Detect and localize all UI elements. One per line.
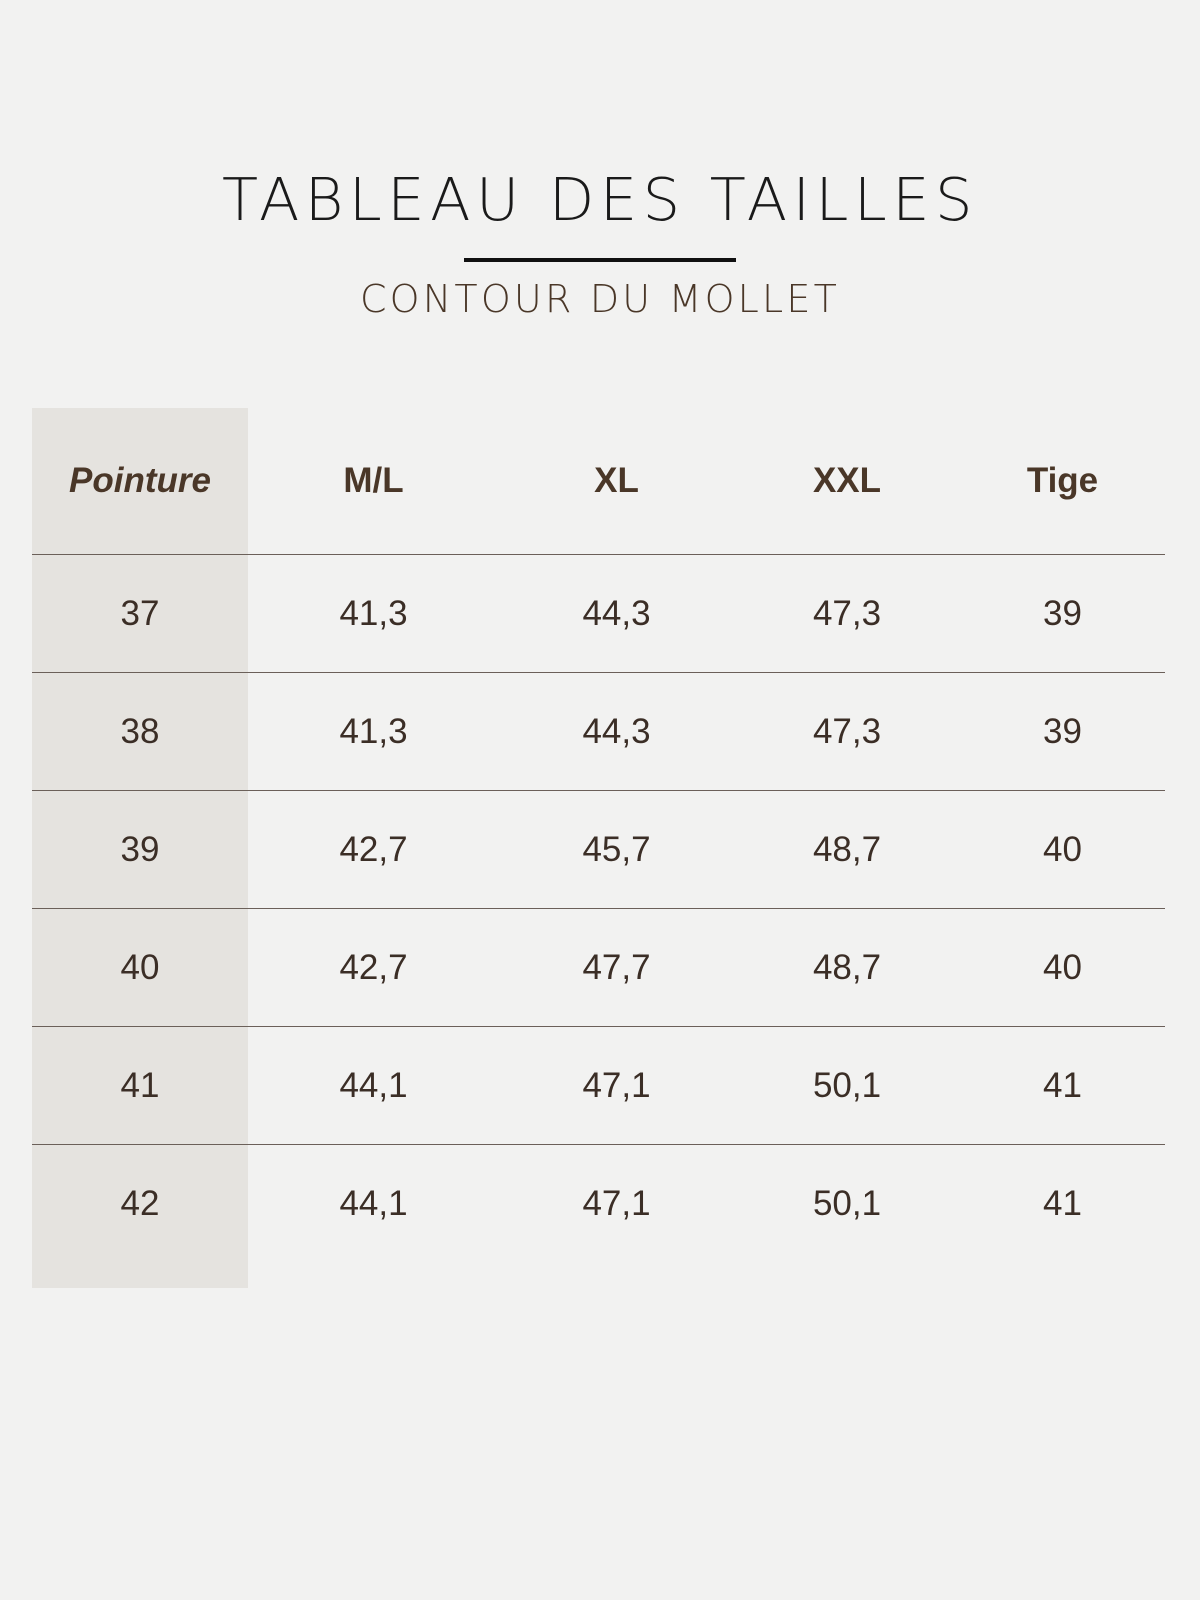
cell-ml: 44,1 [248,1026,499,1145]
cell-pointure: 38 [32,672,248,791]
cell-xxl: 50,1 [734,1026,960,1145]
cell-xl: 47,1 [582,1183,651,1223]
cell-ml: 41,3 [248,554,499,673]
cell-tige: 39 [960,672,1165,791]
cell-xxl: 47,3 [734,554,960,673]
table-header-row: Pointure M/L XL XXL Tige [32,408,1165,555]
cell-tige: 40 [960,790,1165,909]
cell-ml: 42,7 [248,908,499,1027]
cell-xl: 47,7 [499,908,734,1027]
page-subtitle: CONTOUR DU MOLLET [359,277,841,321]
cell-xxl: 50,1 [812,1183,882,1223]
cell-ml: 44,1 [339,1183,408,1223]
cell-pointure: 37 [32,554,248,673]
cell-tige: 41 [960,1026,1165,1145]
cell-xl: 45,7 [499,790,734,909]
table-row: 37 41,3 44,3 47,3 39 [32,554,1165,673]
cell-tige: 40 [960,908,1165,1027]
cell-ml: 42,7 [248,790,499,909]
cell-pointure: 40 [32,908,248,1027]
column-header-tige: Tige [960,408,1165,555]
column-header-xxl: XXL [734,408,960,555]
table-row: 40 42,7 47,7 48,7 40 [32,908,1165,1027]
size-table-container: Pointure M/L XL XXL Tige 37 41,3 44,3 47… [32,408,1165,1288]
cell-xxl: 48,7 [734,908,960,1027]
column-header-ml: M/L [248,408,499,555]
size-chart-table: Pointure M/L XL XXL Tige 37 41,3 44,3 47… [32,408,1165,1262]
cell-xxl: 47,3 [734,672,960,791]
chart-header: TABLEAU DES TAILLES CONTOUR DU MOLLET [0,0,1200,318]
column-header-pointure: Pointure [32,408,248,555]
table-row: 39 42,7 45,7 48,7 40 [32,790,1165,909]
cell-tige: 41 [1043,1183,1082,1223]
table-row: 42 44,1 47,1 50,1 41 [32,1145,1165,1263]
cell-xl: 44,3 [499,554,734,673]
cell-pointure: 42 [120,1183,160,1223]
table-row: 38 41,3 44,3 47,3 39 [32,672,1165,791]
cell-pointure: 41 [32,1026,248,1145]
column-header-xl: XL [499,408,734,555]
table-row: 41 44,1 47,1 50,1 41 [32,1026,1165,1145]
cell-tige: 39 [960,554,1165,673]
cell-xxl: 48,7 [734,790,960,909]
cell-xl: 44,3 [499,672,734,791]
title-divider-rule [464,258,736,262]
cell-ml: 41,3 [248,672,499,791]
page-title: TABLEAU DES TAILLES [221,165,978,234]
cell-xl: 47,1 [499,1026,734,1145]
cell-pointure: 39 [32,790,248,909]
